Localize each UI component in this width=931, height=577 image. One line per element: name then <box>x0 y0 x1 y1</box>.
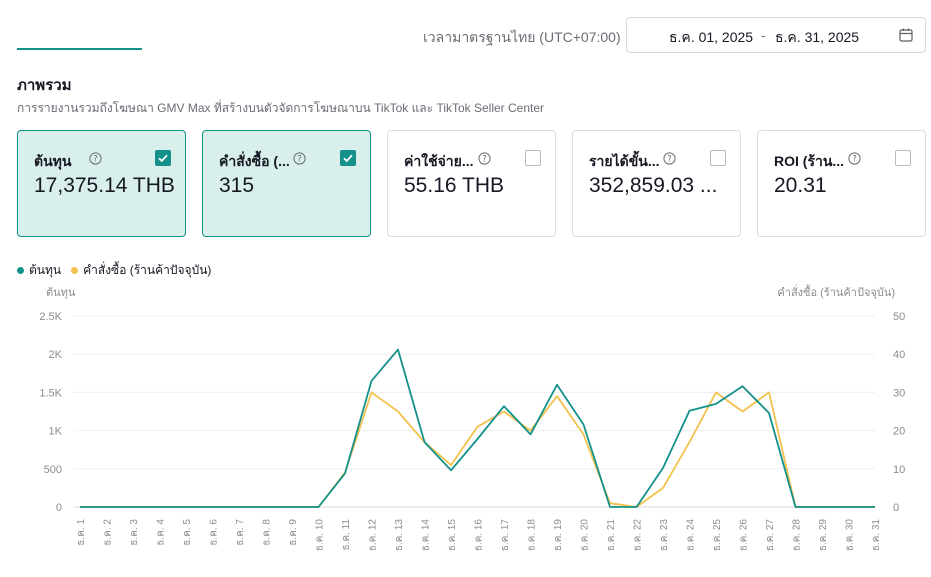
x-tick-label: ธ.ค. 5 <box>182 519 193 546</box>
x-tick-label: ธ.ค. 10 <box>315 519 326 552</box>
x-tick-label: ธ.ค. 1 <box>76 519 87 546</box>
date-separator: - <box>761 27 766 43</box>
x-tick-label: ธ.ค. 29 <box>818 519 829 552</box>
metric-label: ค่าใช้จ่าย... <box>404 153 474 169</box>
x-tick-label: ธ.ค. 14 <box>421 519 432 552</box>
y-left-tick-label: 2.5K <box>39 311 62 323</box>
metric-card-cost-per-order[interactable]: ค่าใช้จ่าย... ? 55.16 THB <box>387 130 556 237</box>
metric-card-roi[interactable]: ROI (ร้าน... ? 20.31 <box>757 130 926 237</box>
help-icon[interactable]: ? <box>478 152 491 165</box>
x-tick-label: ธ.ค. 20 <box>580 519 591 552</box>
y-left-tick-label: 0 <box>56 502 62 514</box>
metric-value: 17,375.14 THB <box>34 174 175 197</box>
x-tick-label: ธ.ค. 12 <box>368 519 379 552</box>
line-chart: 0 0 500 10 1K 20 1.5K 30 2K 40 2.5K 50 ธ.ค. 1 ธ.ค. 2 ธ… <box>39 311 905 552</box>
x-tick-label: ธ.ค. 7 <box>235 519 246 546</box>
x-tick-label: ธ.ค. 18 <box>527 519 538 552</box>
x-tick-label: ธ.ค. 6 <box>209 519 220 546</box>
x-tick-label: ธ.ค. 26 <box>739 519 750 552</box>
metric-value: 20.31 <box>774 174 827 197</box>
x-tick-label: ธ.ค. 25 <box>712 519 723 552</box>
calendar-icon <box>899 28 913 42</box>
legend-dot <box>71 267 79 274</box>
metric-label: รายได้ขั้น... <box>589 153 660 169</box>
legend-item-cost[interactable]: ต้นทุน <box>17 261 61 280</box>
x-tick-label: ธ.ค. 9 <box>288 519 299 546</box>
overview-title: ภาพรวม <box>17 77 72 94</box>
date-end: ธ.ค. 31, 2025 <box>775 29 860 45</box>
overview-description: การรายงานรวมถึงโฆษณา GMV Max ที่สร้างบนต… <box>17 101 545 115</box>
metric-checkbox[interactable] <box>525 150 541 166</box>
x-tick-label: ธ.ค. 17 <box>500 519 511 552</box>
metric-checkbox[interactable] <box>340 150 356 166</box>
x-tick-label: ธ.ค. 27 <box>765 519 776 552</box>
x-tick-label: ธ.ค. 19 <box>553 519 564 552</box>
x-tick-label: ธ.ค. 22 <box>633 519 644 552</box>
series-line-cost <box>80 348 875 508</box>
y-left-tick-label: 2K <box>49 349 63 361</box>
metric-checkbox[interactable] <box>710 150 726 166</box>
y-left-tick-label: 1K <box>49 426 63 438</box>
x-tick-label: ธ.ค. 24 <box>686 519 697 552</box>
x-tick-label: ธ.ค. 16 <box>474 519 485 552</box>
y-right-tick-label: 0 <box>893 502 899 514</box>
y-right-tick-label: 40 <box>893 349 905 361</box>
x-tick-label: ธ.ค. 13 <box>394 519 405 552</box>
y-right-tick-label: 10 <box>893 464 905 476</box>
legend-item-orders[interactable]: คำสั่งซื้อ (ร้านค้าปัจจุบัน) <box>71 261 211 280</box>
y-right-axis-title: คำสั่งซื้อ (ร้านค้าปัจจุบัน) <box>777 287 895 299</box>
check-icon <box>343 154 353 163</box>
metric-checkbox[interactable] <box>895 150 911 166</box>
help-icon[interactable]: ? <box>663 152 676 165</box>
svg-text:?: ? <box>852 155 857 165</box>
y-left-axis-title: ต้นทุน <box>46 287 76 299</box>
check-icon <box>158 154 168 163</box>
y-right-tick-label: 50 <box>893 311 905 323</box>
y-right-tick-label: 30 <box>893 387 905 399</box>
x-tick-label: ธ.ค. 2 <box>103 519 114 546</box>
y-right-tick-label: 20 <box>893 426 905 438</box>
x-tick-label: ธ.ค. 11 <box>341 519 352 551</box>
x-tick-label: ธ.ค. 21 <box>606 519 617 552</box>
metric-label: ROI (ร้าน... <box>774 153 845 169</box>
active-tab-indicator <box>17 48 142 50</box>
help-icon[interactable]: ? <box>293 152 306 165</box>
legend-label: คำสั่งซื้อ (ร้านค้าปัจจุบัน) <box>83 263 212 277</box>
x-tick-label: ธ.ค. 28 <box>792 519 803 552</box>
metric-label: คำสั่งซื้อ (... <box>219 153 290 169</box>
date-start: ธ.ค. 01, 2025 <box>669 29 754 45</box>
svg-text:?: ? <box>93 155 98 165</box>
x-tick-label: ธ.ค. 15 <box>447 519 458 552</box>
metric-checkbox[interactable] <box>155 150 171 166</box>
x-tick-label: ธ.ค. 30 <box>845 519 856 552</box>
metric-value: 352,859.03 ... <box>589 174 718 197</box>
x-tick-label: ธ.ค. 8 <box>262 519 273 546</box>
series-line-orders <box>80 391 875 508</box>
svg-text:?: ? <box>482 155 487 165</box>
y-left-tick-label: 1.5K <box>39 387 62 399</box>
chart-legend: ต้นทุน คำสั่งซื้อ (ร้านค้าปัจจุบัน) <box>17 261 221 280</box>
date-range-picker[interactable]: ธ.ค. 01, 2025 - ธ.ค. 31, 2025 <box>626 17 926 53</box>
metric-card-gross-revenue[interactable]: รายได้ขั้น... ? 352,859.03 ... <box>572 130 741 237</box>
x-tick-label: ธ.ค. 3 <box>129 519 140 546</box>
y-left-tick-label: 500 <box>44 464 62 476</box>
metric-card-cost[interactable]: ต้นทุน ? 17,375.14 THB <box>17 130 186 237</box>
legend-label: ต้นทุน <box>29 263 62 277</box>
x-tick-label: ธ.ค. 23 <box>659 519 670 552</box>
x-tick-label: ธ.ค. 4 <box>156 519 167 546</box>
svg-text:?: ? <box>667 155 672 165</box>
metric-card-orders[interactable]: คำสั่งซื้อ (... ? 315 <box>202 130 371 237</box>
metric-value: 315 <box>219 174 255 197</box>
legend-dot <box>17 267 24 274</box>
x-tick-label: ธ.ค. 31 <box>871 519 882 552</box>
help-icon[interactable]: ? <box>89 152 102 165</box>
metric-value: 55.16 THB <box>404 174 505 197</box>
metric-label: ต้นทุน <box>34 153 72 169</box>
svg-text:?: ? <box>297 155 302 165</box>
timezone-label: เวลามาตรฐานไทย (UTC+07:00) <box>423 29 621 45</box>
help-icon[interactable]: ? <box>848 152 861 165</box>
